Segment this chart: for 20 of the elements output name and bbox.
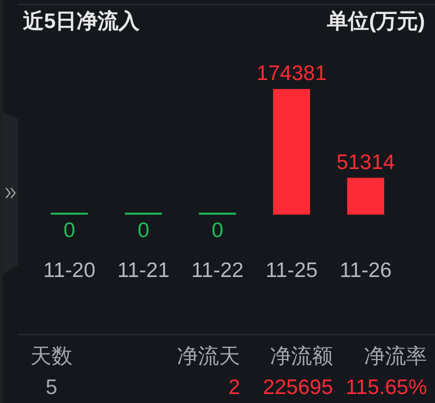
text: 净流率 [363, 344, 427, 370]
text: 净流天 [176, 344, 240, 370]
text: 5 [44, 375, 58, 401]
text: 净流额 [269, 344, 333, 370]
x-tick-label: 11-21 [117, 259, 170, 282]
text: 2 [227, 375, 240, 401]
text: 天数 [30, 344, 74, 370]
chart-subtitle: 单位(万元) [327, 10, 425, 34]
x-tick-label: 11-22 [191, 259, 244, 282]
x-tick-label: 11-25 [266, 259, 318, 282]
text: 225695 [262, 375, 333, 401]
x-tick-label: 11-20 [43, 259, 96, 282]
text: 115.65% [344, 375, 427, 401]
data-label: 174381 [256, 62, 327, 85]
data-label: 0 [64, 219, 76, 242]
data-label: 0 [138, 219, 150, 242]
x-tick-label: 11-26 [340, 259, 392, 282]
data-label: 51314 [336, 150, 396, 174]
chart-title: 近5日净流入 [23, 10, 140, 34]
data-label: 0 [212, 219, 224, 242]
